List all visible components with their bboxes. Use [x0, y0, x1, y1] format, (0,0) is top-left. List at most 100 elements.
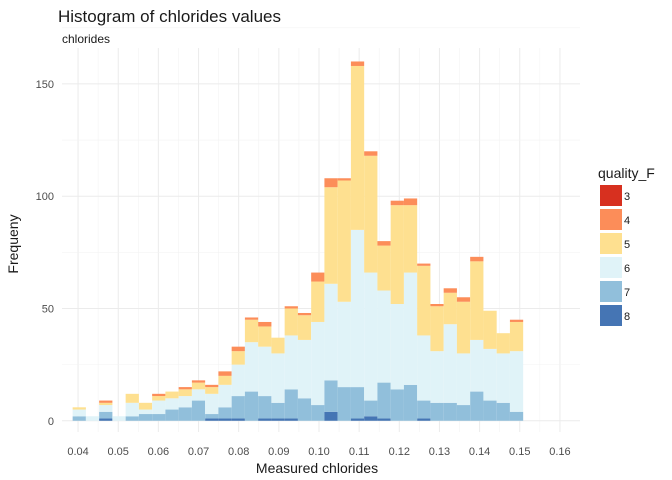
- histogram-bar-segment-quality-5: [470, 261, 484, 340]
- histogram-bar-segment-quality-7: [443, 402, 457, 421]
- histogram-bar-segment-quality-5: [417, 265, 431, 336]
- histogram-bar-segment-quality-4: [443, 288, 457, 293]
- histogram-bar-segment-quality-4: [456, 297, 471, 302]
- histogram-bar-segment-quality-5: [125, 393, 139, 403]
- histogram-bar-segment-quality-7: [337, 387, 351, 421]
- histogram-bar-segment-quality-5: [258, 326, 272, 347]
- histogram-bar-segment-quality-4: [258, 321, 272, 327]
- histogram-bar-segment-quality-5: [178, 389, 192, 397]
- histogram-bar-segment-quality-5: [350, 65, 365, 230]
- legend-label-quality-7: 7: [624, 287, 630, 299]
- histogram-bar-segment-quality-5: [99, 402, 113, 406]
- histogram-bar-segment-quality-8: [284, 418, 298, 421]
- histogram-bar-segment-quality-6: [350, 229, 365, 388]
- histogram-bar-segment-quality-7: [430, 402, 444, 421]
- histogram-bar-segment-quality-6: [271, 353, 285, 403]
- histogram-bar-segment-quality-7: [99, 411, 113, 419]
- histogram-bar-segment-quality-4: [350, 61, 365, 66]
- histogram-bar-segment-quality-7: [311, 405, 325, 421]
- histogram-bar-segment-quality-7: [231, 396, 245, 419]
- histogram-bar-segment-quality-7: [178, 407, 192, 421]
- histogram-bar-segment-quality-7: [403, 384, 418, 421]
- histogram-bar-segment-quality-5: [165, 391, 179, 399]
- histogram-bar-segment-quality-6: [178, 396, 192, 408]
- legend-key-quality-7: [600, 281, 622, 302]
- histogram-bar-segment-quality-6: [297, 339, 312, 399]
- histogram-bar-segment-quality-7: [138, 414, 153, 421]
- x-tick-label: 0.04: [67, 446, 88, 458]
- histogram-bar-segment-quality-7: [483, 400, 497, 421]
- histogram-bar-segment-quality-8: [350, 418, 365, 421]
- histogram-bar-segment-quality-5: [244, 319, 259, 343]
- histogram-bar-segment-quality-7: [191, 400, 206, 421]
- histogram-bar-segment-quality-6: [205, 393, 219, 415]
- histogram-bar-segment-quality-4: [430, 304, 444, 307]
- histogram-bar-segment-quality-7: [125, 416, 139, 421]
- histogram-bar-segment-quality-7: [456, 405, 471, 421]
- y-axis-title: Frequeny: [5, 214, 21, 273]
- histogram-bar-segment-quality-4: [337, 178, 351, 181]
- histogram-bar-segment-quality-7: [152, 414, 166, 421]
- y-tick-label: 0: [48, 416, 54, 428]
- histogram-bar-segment-quality-7: [377, 382, 391, 419]
- x-tick-label: 0.15: [509, 446, 530, 458]
- histogram-bar-segment-quality-4: [324, 178, 338, 188]
- histogram-bar-segment-quality-5: [483, 310, 497, 349]
- histogram-bar-segment-quality-6: [324, 283, 338, 381]
- histogram-bar-segment-quality-6: [496, 353, 510, 403]
- histogram-bar-segment-quality-5: [509, 321, 524, 352]
- histogram-bar-segment-quality-5: [138, 402, 153, 410]
- histogram-bar-segment-quality-5: [390, 205, 404, 304]
- histogram-bar-segment-quality-7: [417, 400, 431, 419]
- legend-key-quality-4: [600, 209, 622, 230]
- histogram-bar-segment-quality-5: [231, 351, 245, 365]
- x-tick-label: 0.10: [308, 446, 329, 458]
- histogram-bar-segment-quality-7: [218, 407, 232, 419]
- histogram-bar-segment-quality-6: [112, 416, 126, 421]
- histogram-bar-segment-quality-5: [364, 155, 378, 273]
- legend-key-quality-6: [600, 257, 622, 278]
- histogram-bar-segment-quality-6: [125, 402, 139, 417]
- histogram-bar-segment-quality-7: [205, 414, 219, 419]
- histogram-bar-segment-quality-5: [284, 308, 298, 336]
- histogram-bar-segment-quality-6: [337, 301, 351, 388]
- histogram-bar-segment-quality-6: [152, 400, 166, 415]
- legend-label-quality-4: 4: [624, 215, 630, 227]
- histogram-bar-segment-quality-6: [244, 342, 259, 392]
- histogram-bar-segment-quality-8: [218, 418, 232, 421]
- histogram-bar-segment-quality-7: [297, 398, 312, 421]
- x-tick-label: 0.09: [268, 446, 289, 458]
- x-tick-label: 0.05: [108, 446, 129, 458]
- histogram-bar-segment-quality-6: [138, 409, 153, 415]
- histogram-bar-segment-quality-8: [99, 418, 113, 421]
- chart-subtitle: chlorides: [62, 32, 110, 46]
- histogram-bar-segment-quality-6: [99, 405, 113, 412]
- x-tick-label: 0.06: [148, 446, 169, 458]
- histogram-bar-segment-quality-6: [218, 384, 232, 408]
- histogram-bar-segment-quality-8: [231, 418, 245, 421]
- histogram-bar-segment-quality-6: [417, 335, 431, 401]
- histogram-bar-segment-quality-8: [205, 418, 219, 421]
- histogram-bar-segment-quality-7: [271, 402, 285, 419]
- y-axis-ticks: 0 50 100 150: [36, 79, 54, 428]
- histogram-bar-segment-quality-6: [165, 398, 179, 410]
- histogram-bar-segment-quality-6: [258, 346, 272, 397]
- legend-label-quality-5: 5: [624, 239, 630, 251]
- histogram-bar-segment-quality-4: [377, 241, 391, 246]
- legend-key-quality-3: [600, 185, 622, 206]
- histogram-bar-segment-quality-5: [377, 245, 391, 291]
- histogram-bar-segment-quality-4: [509, 319, 524, 322]
- histogram-bar-segment-quality-4: [178, 387, 192, 390]
- histogram-bar-segment-quality-6: [377, 290, 391, 383]
- legend-label-quality-8: 8: [624, 311, 630, 323]
- histogram-bar-segment-quality-7: [244, 391, 259, 421]
- x-tick-label: 0.14: [469, 446, 490, 458]
- histogram-bar-segment-quality-5: [218, 375, 232, 385]
- histogram-bar-segment-quality-6: [483, 348, 497, 401]
- histogram-bar-segment-quality-8: [324, 411, 338, 421]
- histogram-bar-segment-quality-7: [496, 402, 510, 421]
- histogram-bar-segment-quality-4: [99, 400, 113, 403]
- histogram-bar-segment-quality-4: [284, 306, 298, 309]
- x-tick-label: 0.11: [349, 446, 370, 458]
- histogram-bar-segment-quality-4: [311, 272, 325, 282]
